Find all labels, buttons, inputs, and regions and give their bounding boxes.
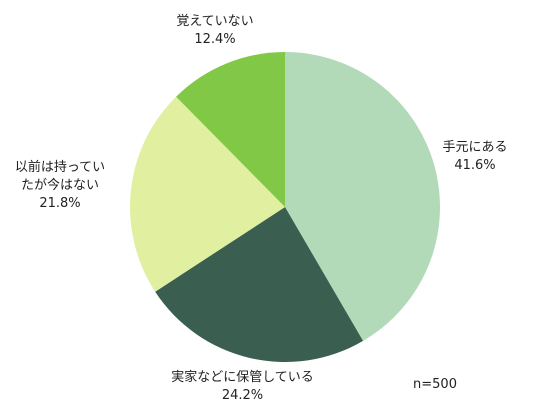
slice-value-label: 12.4% bbox=[194, 32, 236, 47]
pie-slice bbox=[155, 207, 364, 363]
slice-label: 実家などに保管している bbox=[171, 370, 314, 385]
slice-value-label: 21.8% bbox=[39, 196, 81, 211]
slice-value-label: 24.2% bbox=[221, 388, 264, 403]
slice-label: 覚えていない bbox=[176, 14, 254, 29]
pie-slice bbox=[285, 52, 441, 341]
annotation: n=500 bbox=[413, 377, 457, 392]
slice-value-label: 41.6% bbox=[454, 158, 496, 173]
slice-label: 手元にある bbox=[442, 140, 508, 155]
slice-label: 以前は持っていたが今はない bbox=[14, 160, 106, 193]
pie-slice bbox=[176, 52, 285, 207]
pie-slice bbox=[129, 96, 285, 292]
